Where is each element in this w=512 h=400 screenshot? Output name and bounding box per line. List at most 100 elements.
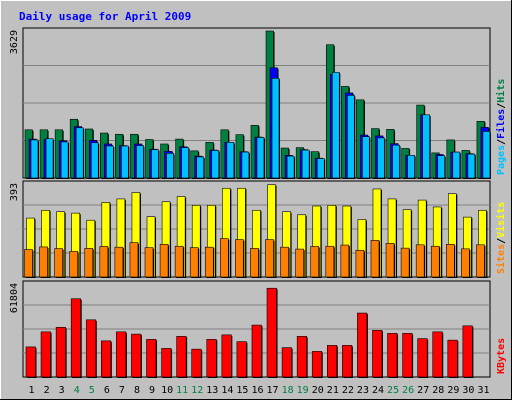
pages-bar-29 — [467, 153, 476, 179]
kbytes-bar-15 — [251, 324, 262, 378]
chart-panels: 3629Pages/Files/Hits393Sites/Visits61804… — [9, 27, 507, 378]
legend-entry-0-2: Files — [495, 109, 507, 139]
pages-bar-2 — [60, 141, 69, 179]
pages-bar-13 — [226, 142, 235, 179]
sites-bar-21 — [340, 244, 350, 278]
x-tick-label-19: 19 — [297, 385, 309, 396]
kbytes-bar-18 — [296, 336, 307, 378]
sites-bar-6 — [114, 246, 124, 278]
pages-bar-24 — [392, 144, 400, 179]
kbytes-bar-6 — [116, 331, 127, 378]
legend-entry-0-1: / — [496, 139, 507, 145]
sites-bar-3 — [69, 251, 78, 278]
x-tick-label-16: 16 — [251, 385, 263, 396]
kbytes-bar-13 — [221, 334, 232, 378]
kbytes-bar-11 — [191, 348, 202, 378]
sites-bar-23 — [370, 240, 380, 278]
x-tick-label-7: 7 — [119, 385, 125, 396]
sites-bar-12 — [204, 246, 214, 278]
legend-0: Pages/Files/Hits — [495, 79, 507, 175]
kbytes-bar-7 — [131, 333, 142, 378]
x-tick-label-21: 21 — [327, 385, 339, 396]
x-tick-label-1: 1 — [29, 385, 35, 396]
x-tick-label-12: 12 — [191, 385, 203, 396]
sites-bar-8 — [144, 247, 154, 278]
x-tick-label-9: 9 — [149, 385, 155, 396]
x-tick-label-17: 17 — [267, 385, 279, 396]
kbytes-bar-29 — [462, 325, 473, 378]
legend-entry-0-3: / — [496, 103, 507, 109]
pages-bar-16 — [271, 78, 280, 179]
legend-entry-1-1: / — [496, 238, 507, 244]
pages-bar-19 — [316, 158, 325, 179]
kbytes-bar-2 — [55, 327, 66, 378]
x-tick-label-18: 18 — [282, 385, 294, 396]
pages-bar-14 — [241, 151, 250, 179]
legend-1: Sites/Visits — [495, 202, 507, 274]
sites-bar-17 — [280, 246, 289, 278]
pages-bar-15 — [256, 137, 265, 179]
legend-entry-1-2: Visits — [495, 202, 507, 238]
y-max-label-2: 61804 — [9, 283, 20, 313]
x-tick-label-26: 26 — [402, 385, 414, 396]
x-tick-label-13: 13 — [206, 385, 218, 396]
pages-bar-18 — [301, 149, 310, 179]
x-tick-label-6: 6 — [104, 385, 110, 396]
sites-bar-25 — [400, 247, 410, 278]
sites-bar-16 — [265, 239, 274, 278]
x-tick-label-31: 31 — [477, 385, 489, 396]
x-tick-label-28: 28 — [432, 385, 444, 396]
legend-entry-2-0: KBytes — [496, 338, 507, 374]
y-max-label-0: 3629 — [9, 30, 20, 54]
legend-entry-1-0: Sites — [495, 244, 507, 274]
sites-bar-14 — [235, 239, 244, 278]
sites-bar-24 — [385, 243, 395, 278]
pages-bar-9 — [166, 152, 174, 179]
x-tick-label-2: 2 — [44, 385, 50, 396]
x-tick-label-10: 10 — [161, 385, 173, 396]
x-tick-label-30: 30 — [462, 385, 474, 396]
kbytes-bar-17 — [281, 347, 292, 378]
x-tick-label-8: 8 — [134, 385, 140, 396]
sites-bar-29 — [461, 248, 470, 278]
x-tick-label-22: 22 — [342, 385, 354, 396]
pages-bar-30 — [482, 131, 491, 179]
sites-bar-1 — [39, 246, 48, 278]
kbytes-bar-23 — [372, 330, 383, 378]
panel-hits-files-pages: 3629 Pages/Files/Hits — [9, 27, 507, 180]
pages-bar-28 — [452, 151, 461, 179]
sites-bar-10 — [174, 245, 184, 278]
pages-bar-7 — [136, 145, 144, 179]
sites-bar-9 — [159, 244, 169, 278]
kbytes-bar-12 — [206, 339, 217, 378]
x-tick-label-5: 5 — [89, 385, 95, 396]
pages-bar-27 — [437, 155, 446, 179]
pages-bar-21 — [347, 95, 355, 179]
sites-bar-5 — [99, 246, 109, 278]
pages-bar-6 — [121, 145, 129, 179]
sites-bar-20 — [325, 245, 335, 278]
legend-2: KBytes — [496, 338, 507, 374]
kbytes-bar-10 — [176, 336, 187, 378]
kbytes-bar-14 — [236, 341, 247, 378]
legend-entry-0-4: Hits — [495, 79, 507, 103]
x-tick-label-11: 11 — [176, 385, 188, 396]
kbytes-bar-25 — [402, 333, 413, 378]
x-tick-label-15: 15 — [236, 385, 248, 396]
kbytes-bar-24 — [387, 333, 398, 378]
x-tick-label-20: 20 — [312, 385, 324, 396]
kbytes-bar-28 — [447, 339, 458, 378]
y-max-label-1: 393 — [9, 183, 20, 201]
kbytes-bar-16 — [266, 287, 277, 378]
sites-bar-18 — [295, 248, 304, 278]
x-tick-label-27: 27 — [417, 385, 429, 396]
chart-title: Daily usage for April 2009 — [19, 10, 191, 23]
kbytes-bar-21 — [342, 345, 353, 378]
sites-bar-22 — [355, 249, 365, 278]
kbytes-bar-27 — [432, 331, 443, 378]
pages-bar-23 — [377, 137, 385, 179]
x-tick-label-3: 3 — [59, 385, 65, 396]
sites-bar-30 — [476, 244, 485, 278]
pages-bar-11 — [196, 156, 205, 179]
